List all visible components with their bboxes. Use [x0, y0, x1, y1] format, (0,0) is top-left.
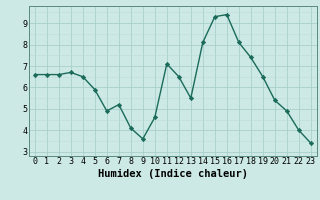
- X-axis label: Humidex (Indice chaleur): Humidex (Indice chaleur): [98, 169, 248, 179]
